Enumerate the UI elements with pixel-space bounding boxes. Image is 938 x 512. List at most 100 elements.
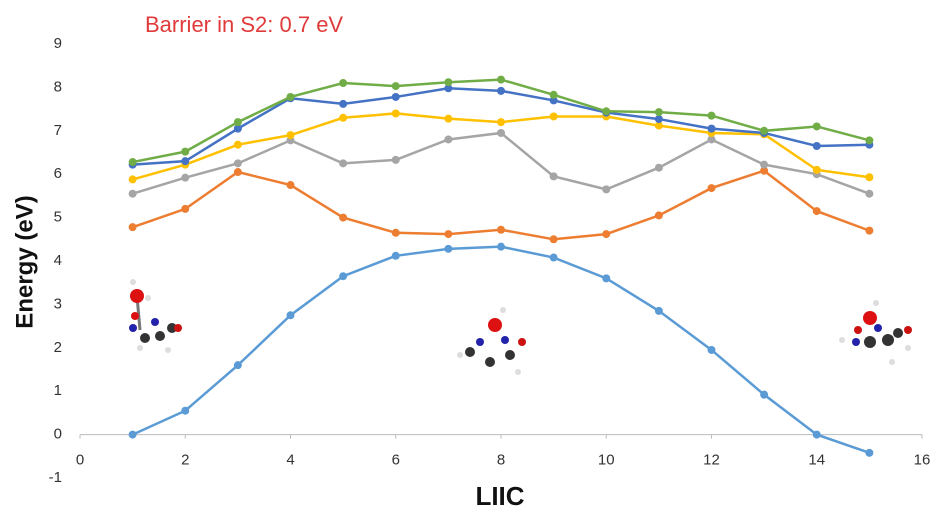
page: Barrier in S2: 0.7 eV LIIC Energy (eV) -… — [0, 0, 938, 512]
data-point — [550, 254, 558, 262]
data-point — [444, 230, 452, 238]
data-point — [234, 361, 242, 369]
data-point — [129, 158, 137, 166]
series-line — [133, 88, 870, 164]
data-point — [339, 272, 347, 280]
y-tick-label: 1 — [54, 382, 62, 399]
x-tick-label: 14 — [808, 452, 825, 469]
chart-title: Barrier in S2: 0.7 eV — [145, 12, 343, 37]
data-point — [181, 205, 189, 213]
data-point — [655, 211, 663, 219]
data-point — [550, 235, 558, 243]
data-point — [287, 311, 295, 319]
data-point — [339, 214, 347, 222]
data-point — [339, 159, 347, 167]
data-point — [760, 391, 768, 399]
data-point — [287, 181, 295, 189]
series-line — [133, 247, 870, 453]
data-point — [497, 243, 505, 251]
y-tick-label: 3 — [54, 295, 62, 312]
data-point — [234, 141, 242, 149]
molecule-right — [839, 300, 912, 365]
data-point — [392, 252, 400, 260]
data-point — [234, 118, 242, 126]
data-point — [813, 166, 821, 174]
data-point — [181, 407, 189, 415]
x-tick-label: 0 — [76, 452, 84, 469]
molecule-middle — [457, 307, 526, 375]
data-point — [708, 112, 716, 120]
data-point — [550, 172, 558, 180]
x-tick-label: 2 — [181, 452, 189, 469]
data-point — [813, 207, 821, 215]
y-tick-label: 0 — [54, 426, 62, 443]
data-point — [444, 78, 452, 86]
data-point — [497, 118, 505, 126]
data-point — [813, 142, 821, 150]
data-point — [708, 184, 716, 192]
data-point — [602, 274, 610, 282]
y-tick-label: 8 — [54, 78, 62, 95]
x-tick-label: 6 — [392, 452, 400, 469]
data-point — [129, 431, 137, 439]
x-tick-label: 8 — [497, 452, 505, 469]
data-point — [497, 226, 505, 234]
y-tick-label: 9 — [54, 35, 62, 52]
data-point — [181, 157, 189, 165]
data-point — [708, 346, 716, 354]
chart: Barrier in S2: 0.7 eV LIIC Energy (eV) -… — [0, 0, 938, 512]
data-point — [655, 307, 663, 315]
series-line — [133, 133, 870, 194]
x-tick-label: 12 — [703, 452, 720, 469]
data-point — [550, 91, 558, 99]
y-tick-label: 2 — [54, 339, 62, 356]
x-axis-title: LIIC — [475, 481, 524, 511]
data-point — [550, 112, 558, 120]
y-tick-label: 4 — [54, 252, 62, 269]
y-tick-label: 6 — [54, 165, 62, 182]
x-tick-label: 16 — [914, 452, 931, 469]
data-point — [444, 135, 452, 143]
data-point — [760, 161, 768, 169]
data-point — [444, 115, 452, 123]
data-point — [865, 190, 873, 198]
y-tick-label: 7 — [54, 122, 62, 139]
data-point — [234, 159, 242, 167]
data-point — [129, 175, 137, 183]
data-point — [655, 164, 663, 172]
data-point — [497, 76, 505, 84]
data-point — [655, 115, 663, 123]
data-point — [392, 109, 400, 117]
data-point — [813, 431, 821, 439]
data-point — [129, 223, 137, 231]
data-point — [181, 148, 189, 156]
data-point — [392, 93, 400, 101]
data-point — [865, 173, 873, 181]
data-point — [287, 131, 295, 139]
data-point — [497, 129, 505, 137]
data-point — [865, 136, 873, 144]
data-point — [234, 168, 242, 176]
data-point — [392, 156, 400, 164]
data-point — [865, 227, 873, 235]
data-point — [813, 122, 821, 130]
data-point — [497, 87, 505, 95]
data-point — [181, 174, 189, 182]
data-point — [708, 125, 716, 133]
y-tick-label: 5 — [54, 209, 62, 226]
data-point — [444, 245, 452, 253]
data-point — [339, 100, 347, 108]
data-point — [602, 230, 610, 238]
data-point — [339, 114, 347, 122]
x-tick-label: 4 — [286, 452, 294, 469]
data-point — [287, 93, 295, 101]
data-point — [392, 82, 400, 90]
data-point — [602, 107, 610, 115]
molecule-left — [129, 279, 182, 353]
data-point — [392, 229, 400, 237]
data-point — [865, 449, 873, 457]
data-point — [129, 190, 137, 198]
y-axis-title: Energy (eV) — [11, 195, 38, 328]
data-point — [602, 185, 610, 193]
data-point — [339, 79, 347, 87]
